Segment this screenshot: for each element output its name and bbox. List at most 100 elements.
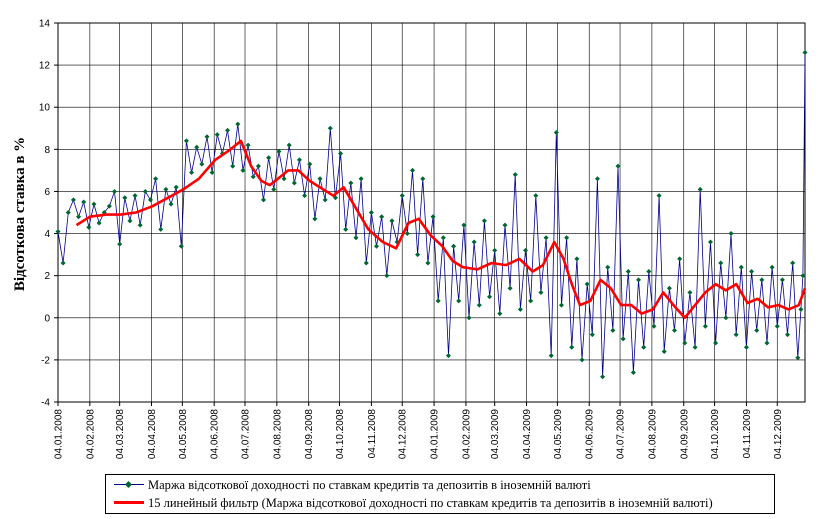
- series-raw-point: [343, 226, 349, 232]
- series-raw-point: [142, 188, 148, 194]
- y-tick-label: 6: [44, 187, 50, 198]
- series-raw-point: [677, 256, 683, 262]
- series-raw-point: [60, 260, 66, 266]
- legend-swatch-filter: [114, 496, 144, 510]
- series-raw-point: [651, 323, 657, 329]
- series-raw-point: [322, 197, 328, 203]
- series-raw-point: [558, 302, 564, 308]
- series-raw-point: [348, 180, 354, 186]
- series-raw-point: [214, 132, 220, 138]
- series-raw-point: [368, 210, 374, 215]
- series-raw-point: [374, 243, 380, 249]
- x-tick-label: 04.10.2009: [710, 409, 721, 459]
- series-filter: [75, 139, 807, 320]
- x-tick-label: 04.01.2008: [54, 409, 65, 459]
- x-tick-label: 04.04.2008: [147, 409, 158, 459]
- series-raw-point: [106, 203, 112, 209]
- series-raw-point: [445, 353, 451, 359]
- series-raw-point: [127, 218, 133, 224]
- y-tick-label: 8: [44, 145, 50, 156]
- x-tick-label: 04.03.2009: [490, 409, 501, 459]
- series-raw-point: [523, 247, 529, 253]
- series-raw-point: [132, 193, 138, 199]
- series-raw-point: [286, 142, 292, 148]
- series-raw-point: [615, 163, 621, 169]
- legend-entry-filter: 15 линейный фильтр (Маржа відсоткової до…: [114, 494, 713, 512]
- x-tick-label: 04.03.2008: [115, 409, 126, 459]
- series-raw-point: [630, 370, 636, 376]
- series-raw-point: [666, 285, 672, 291]
- x-tick-label: 04.08.2009: [647, 409, 658, 459]
- x-tick-label: 04.11.2009: [742, 409, 753, 459]
- series-raw-point: [564, 235, 570, 241]
- series-raw-point: [687, 290, 693, 296]
- series-raw-point: [605, 264, 611, 270]
- x-tick-label: 04.07.2009: [616, 409, 627, 459]
- series-raw-point: [76, 214, 82, 220]
- series-raw-point: [779, 277, 785, 283]
- series-raw-point: [204, 134, 210, 140]
- series-raw-point: [302, 193, 308, 199]
- series-raw-point: [178, 243, 184, 249]
- x-tick-label: 04.05.2008: [178, 409, 189, 459]
- series-raw-point: [502, 222, 508, 228]
- series-raw-point: [266, 155, 272, 161]
- x-tick-label: 04.09.2008: [304, 409, 315, 459]
- x-tick-label: 04.10.2008: [335, 409, 346, 459]
- series-raw-point: [86, 224, 92, 230]
- series-raw-point: [307, 161, 313, 167]
- series-raw-point: [65, 210, 71, 215]
- legend-label-filter: 15 линейный фильтр (Маржа відсоткової до…: [148, 495, 713, 510]
- series-raw-point: [112, 188, 118, 194]
- series-raw-point: [610, 327, 616, 333]
- legend-label-raw: Маржа відсоткової доходності по ставкам …: [148, 477, 591, 492]
- series-raw-point: [117, 241, 123, 247]
- series-raw-point: [183, 138, 189, 144]
- series-raw-point: [600, 374, 606, 380]
- series-raw-point: [415, 252, 421, 258]
- series-raw-point: [96, 220, 102, 226]
- y-tick-label: -2: [41, 355, 50, 366]
- x-tick-label: 04.12.2009: [773, 409, 784, 459]
- series-raw-point: [584, 281, 590, 287]
- series-raw-point: [291, 180, 297, 186]
- series-raw-point: [728, 231, 734, 237]
- y-axis: -4 -2 0 2 4 6 8 10 12 14: [39, 19, 58, 409]
- x-tick-label: 04.12.2008: [398, 409, 409, 459]
- y-tick-label: 14: [39, 19, 51, 30]
- series-raw-point: [476, 302, 482, 308]
- series-raw-point: [743, 344, 749, 350]
- series-raw-point: [749, 268, 755, 274]
- series-raw-point: [451, 243, 457, 249]
- series-raw-point: [764, 340, 770, 346]
- series-raw-point: [512, 172, 518, 178]
- series-raw-point: [261, 197, 267, 203]
- series-raw-point: [471, 239, 477, 245]
- series-raw-point: [271, 186, 277, 192]
- series-raw-point: [358, 176, 364, 182]
- legend: Маржа відсоткової доходності по ставкам …: [105, 474, 775, 514]
- y-tick-label: -4: [41, 398, 50, 409]
- series-raw-point: [409, 167, 415, 173]
- series-raw-point: [579, 357, 585, 363]
- series-raw-point: [363, 260, 369, 266]
- series-raw-point: [168, 201, 174, 207]
- series-raw-point: [543, 235, 549, 241]
- series-raw-point: [802, 49, 808, 55]
- series-raw-point: [497, 311, 503, 317]
- series-raw-point: [636, 277, 642, 283]
- series-raw-point: [553, 129, 559, 135]
- series-raw-point: [353, 235, 359, 241]
- series-raw-point: [404, 231, 410, 237]
- legend-entry-raw: Маржа відсоткової доходності по ставкам …: [114, 476, 591, 494]
- series-raw-point: [91, 201, 97, 207]
- series-raw-point: [656, 193, 662, 199]
- series-raw-point: [569, 344, 575, 350]
- series-raw-point: [158, 226, 164, 232]
- series-raw-point: [163, 186, 169, 192]
- series-raw-point: [661, 348, 667, 354]
- series-raw-point: [589, 332, 595, 338]
- series-raw-point: [682, 340, 688, 346]
- legend-swatch-raw: [114, 478, 144, 492]
